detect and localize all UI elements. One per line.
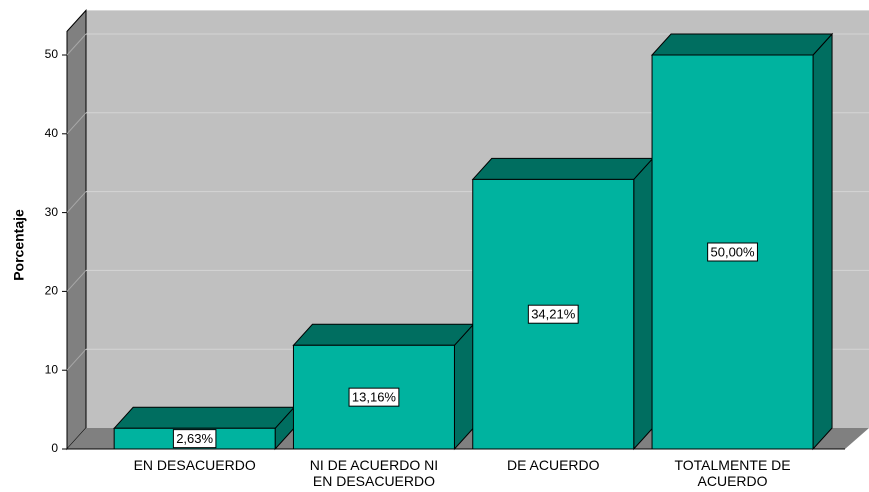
y-tick-label: 20 xyxy=(45,284,59,298)
y-tick-label: 0 xyxy=(51,441,58,455)
left-wall xyxy=(66,9,87,451)
x-tick-label: TOTALMENTE DE ACUERDO xyxy=(674,457,790,489)
bar-top xyxy=(113,406,296,429)
x-tick-label: DE ACUERDO xyxy=(507,457,600,473)
x-tick-label-line: DE ACUERDO xyxy=(507,457,600,473)
x-tick-label: EN DESACUERDO xyxy=(134,457,256,473)
x-tick-label-line: EN DESACUERDO xyxy=(134,457,256,473)
bar-side xyxy=(633,157,654,451)
value-label-box xyxy=(348,387,400,407)
y-tick-label: 30 xyxy=(45,205,59,219)
grid-line xyxy=(66,191,87,213)
x-tick-label-line: ACUERDO xyxy=(698,473,768,489)
y-tick-label: 40 xyxy=(45,126,59,140)
y-tick-label: 10 xyxy=(45,362,59,376)
value-label: 34,21% xyxy=(531,307,576,322)
value-label: 2,63% xyxy=(176,431,213,446)
grid-line xyxy=(66,348,87,371)
x-tick-label-line: TOTALMENTE DE xyxy=(674,457,790,473)
y-tick-label: 50 xyxy=(45,47,59,61)
value-label: 13,16% xyxy=(352,390,397,405)
value-label-box xyxy=(172,429,217,449)
bar-top xyxy=(471,157,654,180)
value-label-box xyxy=(707,242,758,262)
bar-top xyxy=(292,323,475,346)
grid-line xyxy=(66,33,87,56)
y-axis-label: Porcentaje xyxy=(11,209,27,281)
grid-line xyxy=(66,112,87,135)
value-label: 50,00% xyxy=(711,244,756,259)
value-label-box xyxy=(527,304,579,324)
x-tick-label: NI DE ACUERDO NI EN DESACUERDO xyxy=(310,457,438,489)
bar-side xyxy=(812,32,833,451)
bar-top xyxy=(650,33,834,56)
x-tick-label-line: NI DE ACUERDO NI xyxy=(310,457,438,473)
grid-line xyxy=(66,270,87,292)
x-tick-label-line: EN DESACUERDO xyxy=(313,473,435,489)
bar-side xyxy=(453,323,474,451)
